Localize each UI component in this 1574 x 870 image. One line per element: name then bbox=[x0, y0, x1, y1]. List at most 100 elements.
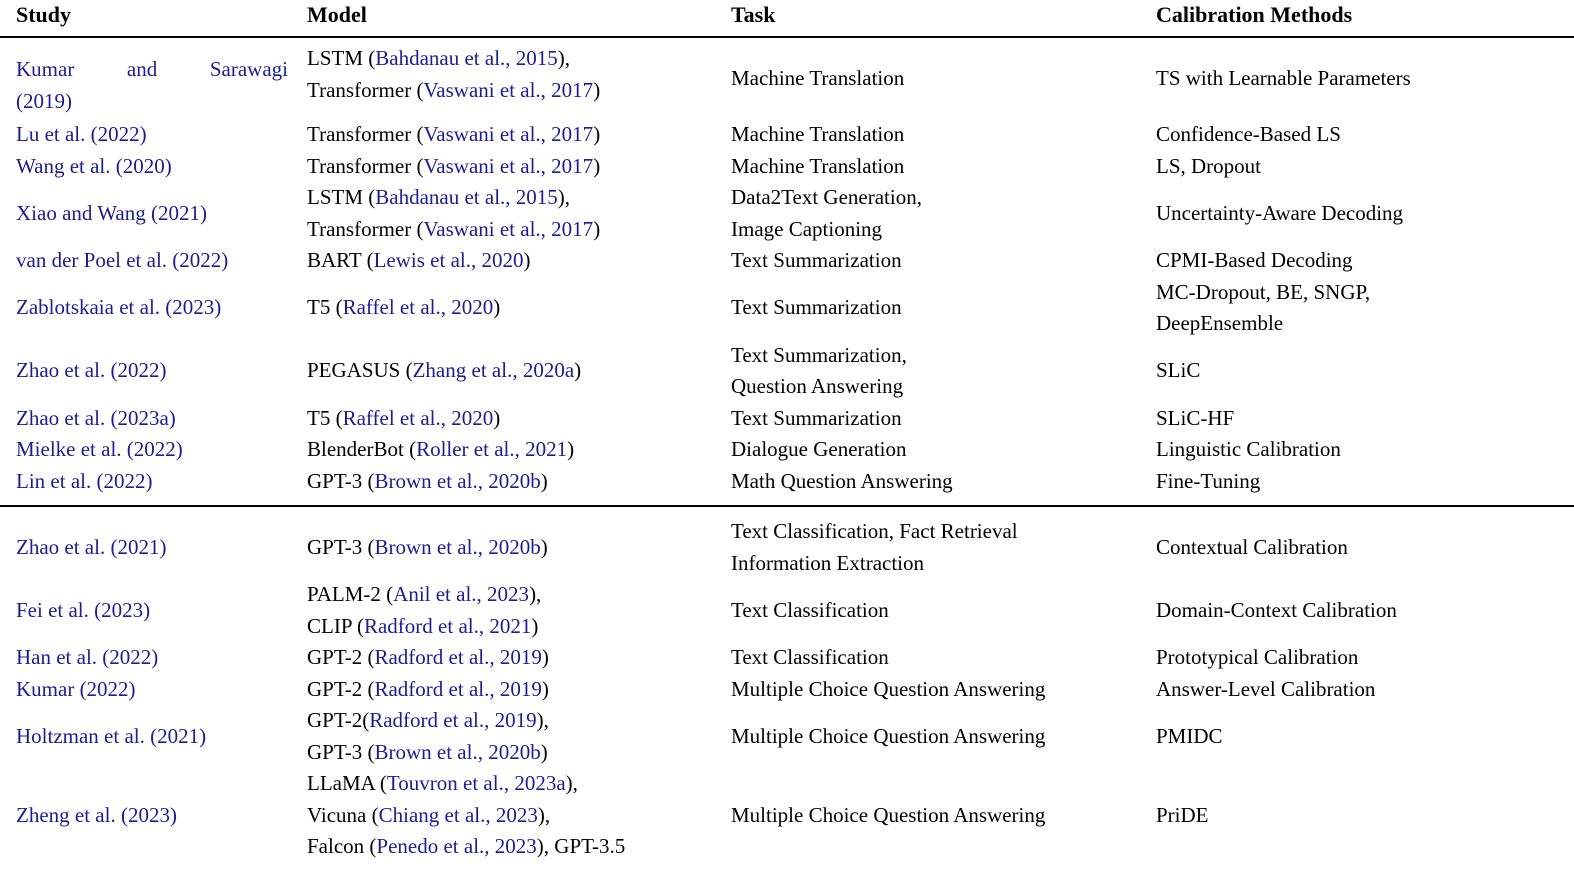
task-cell: Text Classification bbox=[731, 579, 1156, 642]
citation-link[interactable]: Brown et al., 2020b bbox=[374, 739, 541, 764]
citation-link[interactable]: van der Poel et al. (2022) bbox=[16, 248, 229, 272]
cell-text: BART ( bbox=[307, 248, 374, 272]
cell-text: Prototypical Calibration bbox=[1156, 645, 1359, 669]
citation-link[interactable]: Raffel et al., 2020 bbox=[342, 405, 494, 430]
model-cell: GPT-3 (Brown et al., 2020b) bbox=[307, 465, 731, 507]
methods-cell: PriDE bbox=[1156, 768, 1574, 870]
study-cell: Zablotskaia et al. (2023) bbox=[0, 277, 307, 340]
cell-text: GPT-3 ( bbox=[307, 534, 375, 559]
cell-text: ), bbox=[557, 46, 571, 70]
cell-text: Answer-Level Calibration bbox=[1156, 676, 1376, 701]
model-cell: PALM-2 (Anil et al., 2023), CLIP (Radford… bbox=[307, 579, 731, 642]
methods-cell: Uncertainty-Aware Decoding bbox=[1156, 182, 1574, 245]
cell-text: GPT-2 ( bbox=[307, 645, 375, 669]
task-line: Dialogue Generation bbox=[731, 434, 1156, 466]
citation-link[interactable]: Anil et al., 2023 bbox=[393, 582, 530, 606]
cell-text: GPT-2 ( bbox=[307, 676, 375, 701]
model-line: Transformer (Vaswani et al., 2017) bbox=[307, 214, 731, 246]
citation-link[interactable]: Fei et al. (2023) bbox=[16, 597, 151, 622]
citation-link[interactable]: Holtzman et al. (2021) bbox=[16, 723, 207, 748]
model-cell: BlenderBot (Roller et al., 2021) bbox=[307, 434, 731, 466]
citation-link[interactable]: Zheng et al. (2023) bbox=[16, 802, 177, 827]
citation-link[interactable]: Bahdanau et al., 2015 bbox=[375, 46, 558, 70]
citation-link[interactable]: Zhao et al. (2021) bbox=[16, 534, 167, 559]
model-cell: GPT-2 (Radford et al., 2019) bbox=[307, 642, 731, 674]
cell-text: Transformer ( bbox=[307, 122, 424, 146]
methods-cell: LS, Dropout bbox=[1156, 151, 1574, 183]
column-header-task: Task bbox=[731, 0, 1156, 38]
cell-text: Text Summarization bbox=[731, 405, 902, 430]
citation-link[interactable]: Bahdanau et al., 2015 bbox=[375, 185, 558, 209]
citation-link[interactable]: Kumar (2022) bbox=[16, 676, 136, 701]
citation-link[interactable]: Lewis et al., 2020 bbox=[373, 248, 524, 272]
task-line: Text Classification bbox=[731, 595, 1156, 627]
table-row: Kumar and Sarawagi (2019) LSTM (Bahdanau e… bbox=[0, 37, 1574, 119]
citation-link[interactable]: Vaswani et al., 2017 bbox=[423, 153, 594, 178]
citation-link[interactable]: Raffel et al., 2020 bbox=[342, 295, 494, 320]
model-line: GPT-3 (Brown et al., 2020b) bbox=[307, 532, 731, 564]
methods-line: Answer-Level Calibration bbox=[1156, 674, 1574, 706]
citation-link[interactable]: Penedo et al., 2023 bbox=[376, 834, 537, 858]
citation-link[interactable]: Mielke et al. (2022) bbox=[16, 437, 183, 461]
citation-link[interactable]: Han et al. (2022) bbox=[16, 645, 159, 669]
citation-link[interactable]: Brown et al., 2020b bbox=[374, 468, 541, 493]
citation-link[interactable]: (2019) bbox=[16, 88, 72, 113]
cell-text: LSTM ( bbox=[307, 46, 376, 70]
citation-link[interactable]: Radford et al., 2019 bbox=[374, 645, 542, 669]
cell-text: ), bbox=[537, 802, 551, 827]
cell-text: ) bbox=[540, 534, 548, 559]
cell-text: PMIDC bbox=[1156, 723, 1223, 748]
citation-link[interactable]: Radford et al., 2019 bbox=[374, 676, 542, 701]
model-line: Falcon (Penedo et al., 2023), GPT-3.5 bbox=[307, 831, 731, 863]
citation-link[interactable]: Chiang et al., 2023 bbox=[378, 802, 538, 827]
citation-link[interactable]: Xiao and Wang (2021) bbox=[16, 200, 207, 225]
table-row: Fei et al. (2023) PALM-2 (Anil et al., 20… bbox=[0, 579, 1574, 642]
citation-link[interactable]: Zhao et al. (2023a) bbox=[16, 405, 176, 430]
task-line: Text Summarization bbox=[731, 403, 1156, 435]
task-cell: Text Summarization bbox=[731, 403, 1156, 435]
task-line: Math Question Answering bbox=[731, 466, 1156, 498]
task-line: Text Summarization bbox=[731, 292, 1156, 324]
task-cell: Math Question Answering bbox=[731, 465, 1156, 507]
table-row: Mielke et al. (2022) BlenderBot (Roller e… bbox=[0, 434, 1574, 466]
cell-text: Dialogue Generation bbox=[731, 437, 907, 461]
methods-cell: SLiC bbox=[1156, 340, 1574, 403]
model-line: LSTM (Bahdanau et al., 2015), bbox=[307, 182, 731, 214]
citation-link[interactable]: Lin et al. (2022) bbox=[16, 468, 153, 493]
study-line: Kumar (2022) bbox=[16, 674, 307, 706]
methods-cell: TS with Learnable Parameters bbox=[1156, 37, 1574, 119]
cell-text: Multiple Choice Question Answering bbox=[731, 802, 1046, 827]
cell-text: PEGASUS ( bbox=[307, 358, 413, 383]
table-row: Xiao and Wang (2021) LSTM (Bahdanau et al… bbox=[0, 182, 1574, 245]
column-header-model: Model bbox=[307, 0, 731, 38]
cell-text: TS with Learnable Parameters bbox=[1156, 65, 1411, 90]
methods-line: SLiC bbox=[1156, 355, 1574, 387]
model-line: Transformer (Vaswani et al., 2017) bbox=[307, 75, 731, 107]
study-line: Lu et al. (2022) bbox=[16, 119, 307, 151]
model-cell: LLaMA (Touvron et al., 2023a), Vicuna (Ch… bbox=[307, 768, 731, 870]
citation-link[interactable]: Radford et al., 2019 bbox=[369, 708, 537, 732]
methods-line: DeepEnsemble bbox=[1156, 308, 1574, 340]
citation-link[interactable]: Zhang et al., 2020a bbox=[412, 358, 575, 383]
citation-link[interactable]: Lu et al. (2022) bbox=[16, 122, 147, 146]
citation-link[interactable]: Zablotskaia et al. (2023) bbox=[16, 295, 222, 320]
citation-link[interactable]: Radford et al., 2021 bbox=[363, 613, 532, 638]
cell-text: Data2Text Generation, bbox=[731, 185, 922, 209]
citation-link[interactable]: Vaswani et al., 2017 bbox=[423, 77, 594, 102]
citation-link[interactable]: Zhao et al. (2022) bbox=[16, 358, 167, 383]
study-cell: Zhao et al. (2021) bbox=[0, 506, 307, 579]
cell-text: ) bbox=[493, 405, 501, 430]
cell-text: Text Classification bbox=[731, 645, 889, 669]
task-cell: Text Summarization bbox=[731, 277, 1156, 340]
model-cell: LSTM (Bahdanau et al., 2015), Transformer… bbox=[307, 37, 731, 119]
cell-text: Transformer ( bbox=[307, 153, 424, 178]
citation-link[interactable]: Wang et al. (2020) bbox=[16, 153, 172, 178]
citation-link[interactable]: Kumar and Sarawagi bbox=[16, 57, 288, 81]
methods-cell: Domain-Context Calibration bbox=[1156, 579, 1574, 642]
citation-link[interactable]: Roller et al., 2021 bbox=[416, 437, 568, 461]
citation-link[interactable]: Brown et al., 2020b bbox=[374, 534, 541, 559]
citation-link[interactable]: Vaswani et al., 2017 bbox=[423, 216, 594, 241]
cell-text: Transformer ( bbox=[307, 216, 424, 241]
citation-link[interactable]: Vaswani et al., 2017 bbox=[423, 122, 594, 146]
citation-link[interactable]: Touvron et al., 2023a bbox=[386, 771, 566, 795]
